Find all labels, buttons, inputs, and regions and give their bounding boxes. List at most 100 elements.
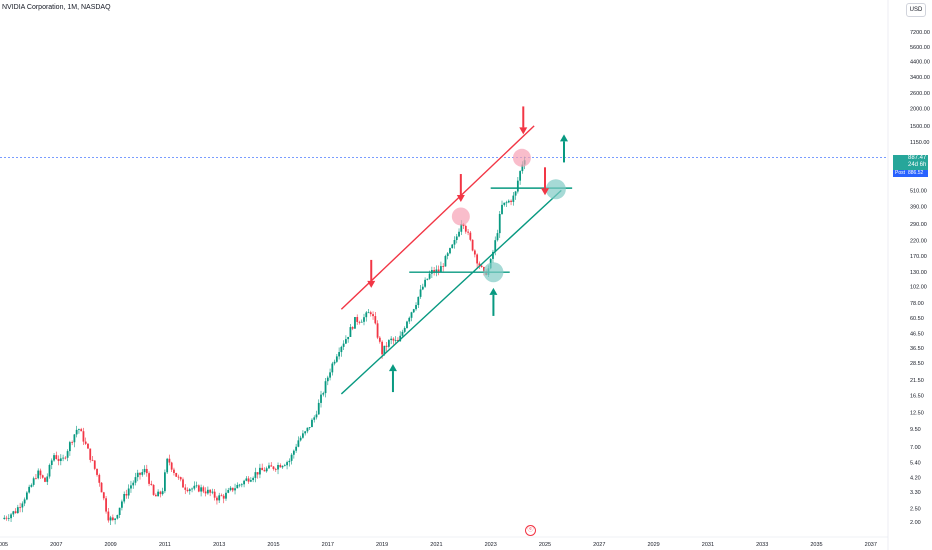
candle-up [315,414,318,418]
candle-up [313,417,316,420]
green-up-arrow[interactable] [489,287,498,316]
earnings-event-icon[interactable]: ⓔ [525,525,536,536]
candle-up [37,470,40,479]
candle-up [236,484,239,489]
candle-down [82,431,85,442]
post-market-value: 886.52 [908,170,924,176]
currency-button[interactable]: USD [906,3,926,17]
candle-down [270,465,273,467]
red-circle-marker[interactable] [451,207,470,226]
candle-up [191,488,193,490]
candle-up [322,393,325,395]
arrow-head [519,127,528,135]
candle-up [227,489,230,493]
candle-up [114,518,117,520]
candle-up [390,338,393,341]
arrow-head [541,188,549,196]
candle-up [10,514,12,519]
candle-up [444,256,447,267]
candle-up [127,488,130,496]
candle-up [455,236,458,241]
candle-down [44,477,46,482]
candle-down [91,459,94,461]
candle-down [476,254,479,264]
candle-down [510,200,512,202]
candle-down [358,321,361,323]
candle-up [421,286,424,290]
price-tick-label: 290.00 [910,222,927,228]
candle-up [48,464,51,477]
price-tick-label: 5.40 [910,461,921,467]
time-tick-label: 2035 [810,542,822,548]
price-tick-label: 102.00 [910,285,927,291]
price-tick-label: 1500.00 [910,124,930,130]
candle-up [59,458,62,462]
candle-up [302,433,304,438]
red-down-arrow[interactable] [367,259,376,288]
time-tick-label: 2029 [647,542,659,548]
candle-up [501,204,503,214]
price-tick-label: 7200.00 [910,30,930,36]
candle-down [148,473,150,484]
candle-up [30,484,33,487]
green-up-arrow[interactable] [388,364,397,393]
candle-down [145,468,148,474]
candle-up [53,455,55,461]
candle-down [213,491,216,498]
candle-down [209,489,212,493]
price-tick-label: 390.00 [910,204,927,210]
candle-up [141,472,144,475]
candle-up [62,457,64,459]
price-tick-label: 220.00 [910,239,927,245]
drawings-layer[interactable] [340,106,573,395]
candle-down [96,468,98,475]
green-up-arrow[interactable] [560,134,569,163]
time-tick-label: 2021 [430,542,442,548]
candle-up [408,317,411,322]
red-down-arrow[interactable] [456,174,465,203]
price-tick-label: 36.50 [910,346,924,352]
green-circle-marker[interactable] [545,179,566,200]
candle-down [35,478,37,480]
green-circle-marker[interactable] [483,262,504,283]
resistance-trendline[interactable] [340,125,535,310]
price-axis[interactable]: 7200.00 5600.00 4400.00 3400.00 2600.00 2000.… [887,0,932,550]
candle-up [134,477,137,483]
candle-up [360,321,363,323]
candle-up [32,478,35,485]
candle-down [80,429,83,432]
candle-up [249,480,252,482]
time-tick-label: 2013 [213,542,225,548]
candle-down [263,470,266,472]
candle-down [247,478,250,482]
post-market-label: Post [895,170,906,176]
candle-up [12,511,15,515]
price-tick-label: 2000.00 [910,107,930,113]
red-circle-marker[interactable] [512,148,531,167]
candle-down [125,494,128,496]
candle-up [383,345,386,355]
candle-up [281,465,284,468]
support-trendline[interactable] [340,189,562,395]
time-tick-label: 2011 [159,542,171,548]
candle-up [311,419,313,428]
candle-down [71,442,74,443]
time-axis[interactable]: 2005 2007 2009 2011 2013 2015 2017 2019 2021 2023… [0,536,888,548]
candle-down [159,491,162,495]
candle-up [458,231,460,237]
candle-up [73,434,76,443]
candle-up [410,312,413,318]
red-down-arrow[interactable] [519,106,528,135]
candle-up [507,200,510,203]
candle-up [123,494,126,502]
time-tick-label: 2027 [593,542,605,548]
price-tick-label: 170.00 [910,254,927,260]
candle-up [193,485,196,489]
candle-down [170,462,173,470]
candle-down [19,507,21,508]
red-down-arrow[interactable] [541,167,549,196]
price-tick-label: 3.30 [910,490,921,496]
candle-up [412,309,415,313]
candle-up [292,450,295,455]
